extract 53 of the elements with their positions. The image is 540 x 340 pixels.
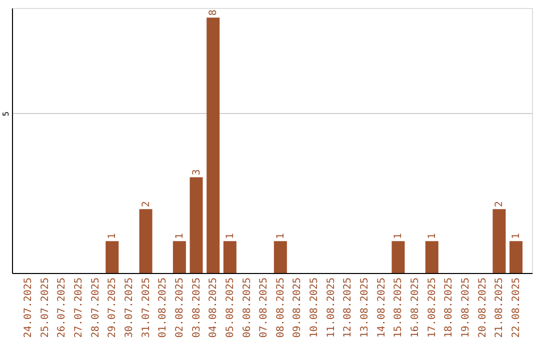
bar [206, 18, 220, 273]
x-tick-label: 25.07.2025 [40, 278, 51, 338]
x-tick-label: 22.08.2025 [511, 278, 522, 338]
data-label: 1 [426, 233, 438, 240]
data-label: 1 [275, 233, 286, 240]
x-tick-label: 19.08.2025 [460, 278, 472, 338]
data-label: 1 [224, 233, 236, 240]
x-tick-label: 10.08.2025 [309, 278, 320, 338]
bar [425, 241, 438, 273]
x-tick-label: 29.07.2025 [107, 278, 118, 338]
x-tick-label: 06.08.2025 [242, 278, 253, 338]
x-tick-label: 15.08.2025 [393, 278, 404, 338]
x-tick-label: 04.08.2025 [208, 278, 220, 338]
x-tick-label: 02.08.2025 [174, 278, 186, 338]
data-label: 3 [191, 169, 202, 176]
x-tick-label: 05.08.2025 [224, 278, 236, 338]
data-label: 1 [393, 233, 404, 240]
bar [172, 241, 186, 273]
bar [510, 241, 523, 273]
x-tick-label: 17.08.2025 [426, 278, 438, 338]
x-tick-label: 09.08.2025 [292, 278, 304, 338]
bar [106, 241, 119, 273]
x-tick-label: 07.08.2025 [258, 278, 270, 338]
x-tick-label: 11.08.2025 [326, 278, 337, 338]
x-tick-label: 16.08.2025 [410, 278, 422, 338]
x-tick-label: 26.07.2025 [56, 278, 68, 338]
x-tick-label: 21.08.2025 [494, 278, 506, 338]
x-tick-label: 18.08.2025 [444, 278, 455, 338]
x-tick-label: 24.07.2025 [22, 278, 34, 338]
bar [392, 241, 405, 273]
x-tick-label: 01.08.2025 [158, 278, 169, 338]
bar [492, 209, 506, 273]
data-label: 1 [174, 233, 186, 240]
x-tick-label: 14.08.2025 [376, 278, 388, 338]
bar [190, 177, 203, 273]
bar [274, 241, 287, 273]
data-label: 8 [208, 10, 220, 16]
x-tick-label: 12.08.2025 [342, 278, 354, 338]
data-label: 1 [107, 233, 118, 240]
x-tick-label: 13.08.2025 [360, 278, 371, 338]
y-tick-label: 5 [2, 111, 10, 116]
bar [223, 241, 236, 273]
bar [139, 209, 152, 273]
data-label: 1 [511, 233, 522, 240]
data-label: 2 [494, 201, 506, 208]
x-tick-label: 31.07.2025 [140, 278, 152, 338]
x-tick-label: 30.07.2025 [124, 278, 135, 338]
x-tick-label: 08.08.2025 [275, 278, 286, 338]
x-tick-label: 03.08.2025 [191, 278, 202, 338]
data-label: 2 [140, 201, 152, 208]
x-tick-label: 20.08.2025 [477, 278, 488, 338]
x-tick-label: 28.07.2025 [90, 278, 102, 338]
x-tick-label: 27.07.2025 [73, 278, 84, 338]
